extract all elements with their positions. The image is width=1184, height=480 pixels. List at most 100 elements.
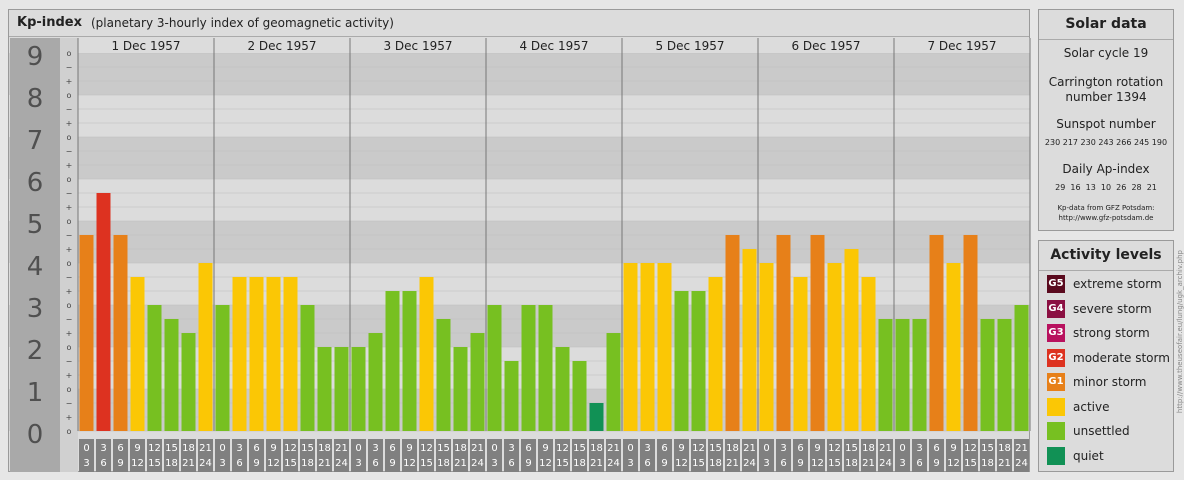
minor-tick-minus: − xyxy=(66,147,73,156)
hour-cell xyxy=(402,439,417,472)
hour-label-start: 3 xyxy=(100,443,106,454)
hour-cell xyxy=(759,439,774,472)
hour-label-start: 6 xyxy=(797,443,803,454)
hour-label-end: 15 xyxy=(828,458,841,469)
source-link[interactable]: http://www.gfz-potsdam.de xyxy=(1058,214,1154,222)
hour-cell xyxy=(113,439,128,472)
hour-label-start: 9 xyxy=(678,443,684,454)
hour-label-start: 18 xyxy=(726,443,739,454)
hour-label-start: 21 xyxy=(607,443,620,454)
y-tick-label: 3 xyxy=(27,294,44,324)
hour-cell xyxy=(130,439,145,472)
kp-bar xyxy=(368,333,383,431)
hour-label-end: 9 xyxy=(525,458,531,469)
minor-tick-minus: − xyxy=(66,399,73,408)
kp-bar xyxy=(79,234,94,431)
hour-label-start: 0 xyxy=(763,443,769,454)
kp-bar xyxy=(793,276,808,431)
legend-label: extreme storm xyxy=(1073,277,1162,291)
y-tick-label: 8 xyxy=(27,84,44,114)
hour-label-start: 15 xyxy=(165,443,178,454)
day-label: 6 Dec 1957 xyxy=(791,39,860,53)
hour-label-start: 3 xyxy=(236,443,242,454)
hour-cell xyxy=(334,439,349,472)
hour-label-start: 9 xyxy=(134,443,140,454)
kp-bar xyxy=(232,276,247,431)
hour-label-start: 15 xyxy=(981,443,994,454)
minor-tick-minus: − xyxy=(66,357,73,366)
hour-cell xyxy=(606,439,621,472)
hour-cell xyxy=(181,439,196,472)
hour-label-start: 21 xyxy=(879,443,892,454)
kp-bar xyxy=(742,249,757,431)
activity-levels-panel: Activity levels G5 extreme storm G4 severe … xyxy=(1038,240,1174,472)
y-tick-label: 9 xyxy=(27,42,44,72)
hour-cell xyxy=(487,439,502,472)
minor-tick-plus: + xyxy=(66,203,73,212)
chart-title: Kp-index xyxy=(17,15,82,30)
minor-tick-o: o xyxy=(67,217,72,226)
kp-bar xyxy=(164,318,179,431)
hour-cell xyxy=(147,439,162,472)
hour-cell xyxy=(742,439,757,472)
legend-swatch xyxy=(1047,446,1065,465)
hour-cell xyxy=(776,439,791,472)
hour-cell xyxy=(895,439,910,472)
kp-band xyxy=(9,221,1030,263)
hour-cell xyxy=(538,439,553,472)
watermark-url: http://www.theuseofair.eu/lung/ugk_archi… xyxy=(1176,250,1184,472)
minor-tick-minus: − xyxy=(66,189,73,198)
hour-cell xyxy=(725,439,740,472)
hour-cell xyxy=(504,439,519,472)
hour-label-end: 21 xyxy=(998,458,1011,469)
legend-label: unsettled xyxy=(1073,424,1130,438)
kp-bar xyxy=(130,276,145,431)
hour-cell xyxy=(861,439,876,472)
hour-cell xyxy=(946,439,961,472)
watermark-text: http://www.theuseofair.eu/lung/ugk_archi… xyxy=(1176,250,1184,414)
hour-label-start: 18 xyxy=(182,443,195,454)
kp-bar xyxy=(725,234,740,431)
hour-label-start: 21 xyxy=(743,443,756,454)
kp-bar xyxy=(249,276,264,431)
minor-tick-plus: + xyxy=(66,245,73,254)
hour-cell xyxy=(300,439,315,472)
kp-bar xyxy=(487,305,502,431)
hour-cell xyxy=(351,439,366,472)
minor-tick-minus: − xyxy=(66,315,73,324)
hour-label-start: 15 xyxy=(709,443,722,454)
kp-bar xyxy=(351,347,366,431)
minor-tick-o: o xyxy=(67,385,72,394)
kp-bar xyxy=(895,318,910,431)
hour-label-end: 15 xyxy=(420,458,433,469)
hour-label-end: 9 xyxy=(661,458,667,469)
minor-tick-o: o xyxy=(67,91,72,100)
legend-label: active xyxy=(1073,399,1110,414)
hour-cell xyxy=(215,439,230,472)
hour-cell xyxy=(96,439,111,472)
legend-swatch: G2 xyxy=(1047,348,1065,367)
kp-bar xyxy=(572,360,587,431)
kp-bar xyxy=(521,305,536,431)
minor-tick-o: o xyxy=(67,343,72,352)
hour-label-end: 9 xyxy=(253,458,259,469)
hour-cell xyxy=(912,439,927,472)
chart-subtitle: (planetary 3-hourly index of geomagnetic… xyxy=(91,16,394,30)
hour-cell xyxy=(1014,439,1029,472)
hour-label-end: 3 xyxy=(899,458,905,469)
legend-swatch: G5 xyxy=(1047,275,1065,293)
hour-label-end: 6 xyxy=(236,458,242,469)
hour-label-start: 12 xyxy=(284,443,297,454)
kp-bar xyxy=(606,333,621,431)
kp-bar xyxy=(759,263,774,431)
hour-label-end: 15 xyxy=(692,458,705,469)
hour-label-start: 18 xyxy=(318,443,331,454)
hour-cell xyxy=(708,439,723,472)
kp-bar xyxy=(538,305,553,431)
kp-band xyxy=(9,95,1030,137)
kp-bar xyxy=(674,291,689,431)
hour-label-start: 3 xyxy=(916,443,922,454)
hour-label-start: 21 xyxy=(199,443,212,454)
day-label: 3 Dec 1957 xyxy=(383,39,452,53)
day-label: 5 Dec 1957 xyxy=(655,39,724,53)
